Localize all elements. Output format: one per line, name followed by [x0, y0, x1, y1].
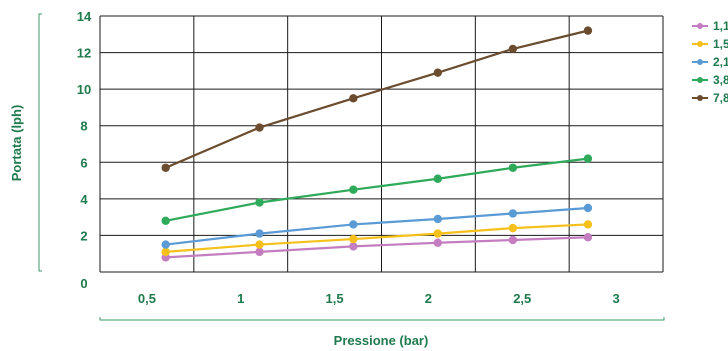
series-point — [433, 229, 442, 238]
series-point — [349, 242, 358, 251]
legend-label: 7,8 — [713, 91, 728, 105]
series-point — [508, 235, 518, 245]
chart-series — [161, 26, 593, 262]
y-axis-ticks: 0 2 4 6 8 10 12 14 — [77, 9, 92, 291]
series-point — [349, 234, 358, 244]
series-point — [433, 238, 442, 247]
series-point — [349, 94, 358, 103]
series-point — [161, 216, 170, 225]
series-point — [161, 240, 170, 249]
series-point — [583, 26, 593, 35]
y-axis-bracket — [38, 13, 42, 272]
legend-marker — [697, 41, 703, 47]
series-1-5 — [161, 220, 593, 257]
series-point — [508, 163, 518, 172]
y-tick-label: 0 — [80, 276, 87, 291]
legend-item: 7,8 — [692, 91, 728, 105]
y-tick-label: 6 — [80, 155, 87, 170]
series-line — [165, 223, 588, 253]
series-line — [165, 157, 589, 222]
x-tick-label: 0,5 — [138, 291, 156, 306]
legend-item: 1,1 — [692, 19, 728, 33]
y-tick-label: 8 — [80, 119, 87, 134]
series-point — [255, 123, 264, 132]
x-tick-label: 1,5 — [326, 291, 344, 306]
series-line — [165, 236, 588, 259]
y-tick-label: 14 — [77, 9, 92, 24]
series-point — [255, 198, 264, 207]
series-point — [583, 220, 593, 229]
y-tick-label: 4 — [80, 192, 88, 207]
series-line — [165, 206, 589, 246]
series-point — [433, 174, 442, 183]
series-point — [508, 209, 518, 218]
legend-marker — [697, 95, 703, 101]
x-tick-label: 1 — [237, 291, 244, 306]
legend-item: 3,8 — [692, 73, 728, 87]
series-point — [433, 68, 442, 77]
legend-marker — [697, 59, 703, 65]
series-point — [161, 247, 170, 257]
x-axis-bracket — [99, 317, 665, 321]
legend-marker — [697, 23, 703, 29]
x-tick-label: 2,5 — [513, 291, 531, 306]
y-tick-label: 12 — [77, 46, 91, 61]
series-point — [433, 214, 442, 224]
series-point — [161, 163, 170, 172]
x-tick-label: 3 — [612, 291, 619, 306]
y-tick-label: 10 — [77, 82, 91, 97]
series-point — [255, 229, 264, 238]
series-point — [583, 203, 593, 213]
axis-brackets — [38, 13, 665, 321]
series-point — [508, 223, 518, 233]
y-tick-label: 2 — [80, 228, 87, 243]
series-point — [349, 220, 358, 229]
legend-label: 2,1 — [713, 55, 728, 69]
series-3-8 — [161, 154, 593, 225]
series-point — [508, 44, 518, 54]
series-point — [255, 240, 264, 249]
series-7-8 — [161, 26, 593, 172]
legend-label: 1,1 — [713, 19, 728, 33]
x-tick-label: 2 — [425, 291, 432, 306]
series-2-1 — [161, 203, 593, 249]
legend-item: 2,1 — [692, 55, 728, 69]
series-point — [583, 154, 593, 163]
legend-item: 1,5 — [692, 37, 728, 51]
chart-legend: 1,1 1,5 2,1 3,8 7,8 — [692, 19, 728, 105]
x-axis-ticks: 0,5 1 1,5 2 2,5 3 — [138, 291, 620, 306]
series-point — [255, 247, 264, 257]
y-axis-title: Portata (lph) — [9, 105, 24, 182]
series-point — [349, 185, 358, 194]
legend-marker — [697, 77, 703, 83]
legend-label: 1,5 — [713, 37, 728, 51]
legend-label: 3,8 — [713, 73, 728, 87]
series-point — [583, 233, 593, 242]
x-axis-title: Pressione (bar) — [334, 333, 429, 348]
chart-grid — [99, 15, 664, 273]
series-line — [165, 29, 589, 169]
